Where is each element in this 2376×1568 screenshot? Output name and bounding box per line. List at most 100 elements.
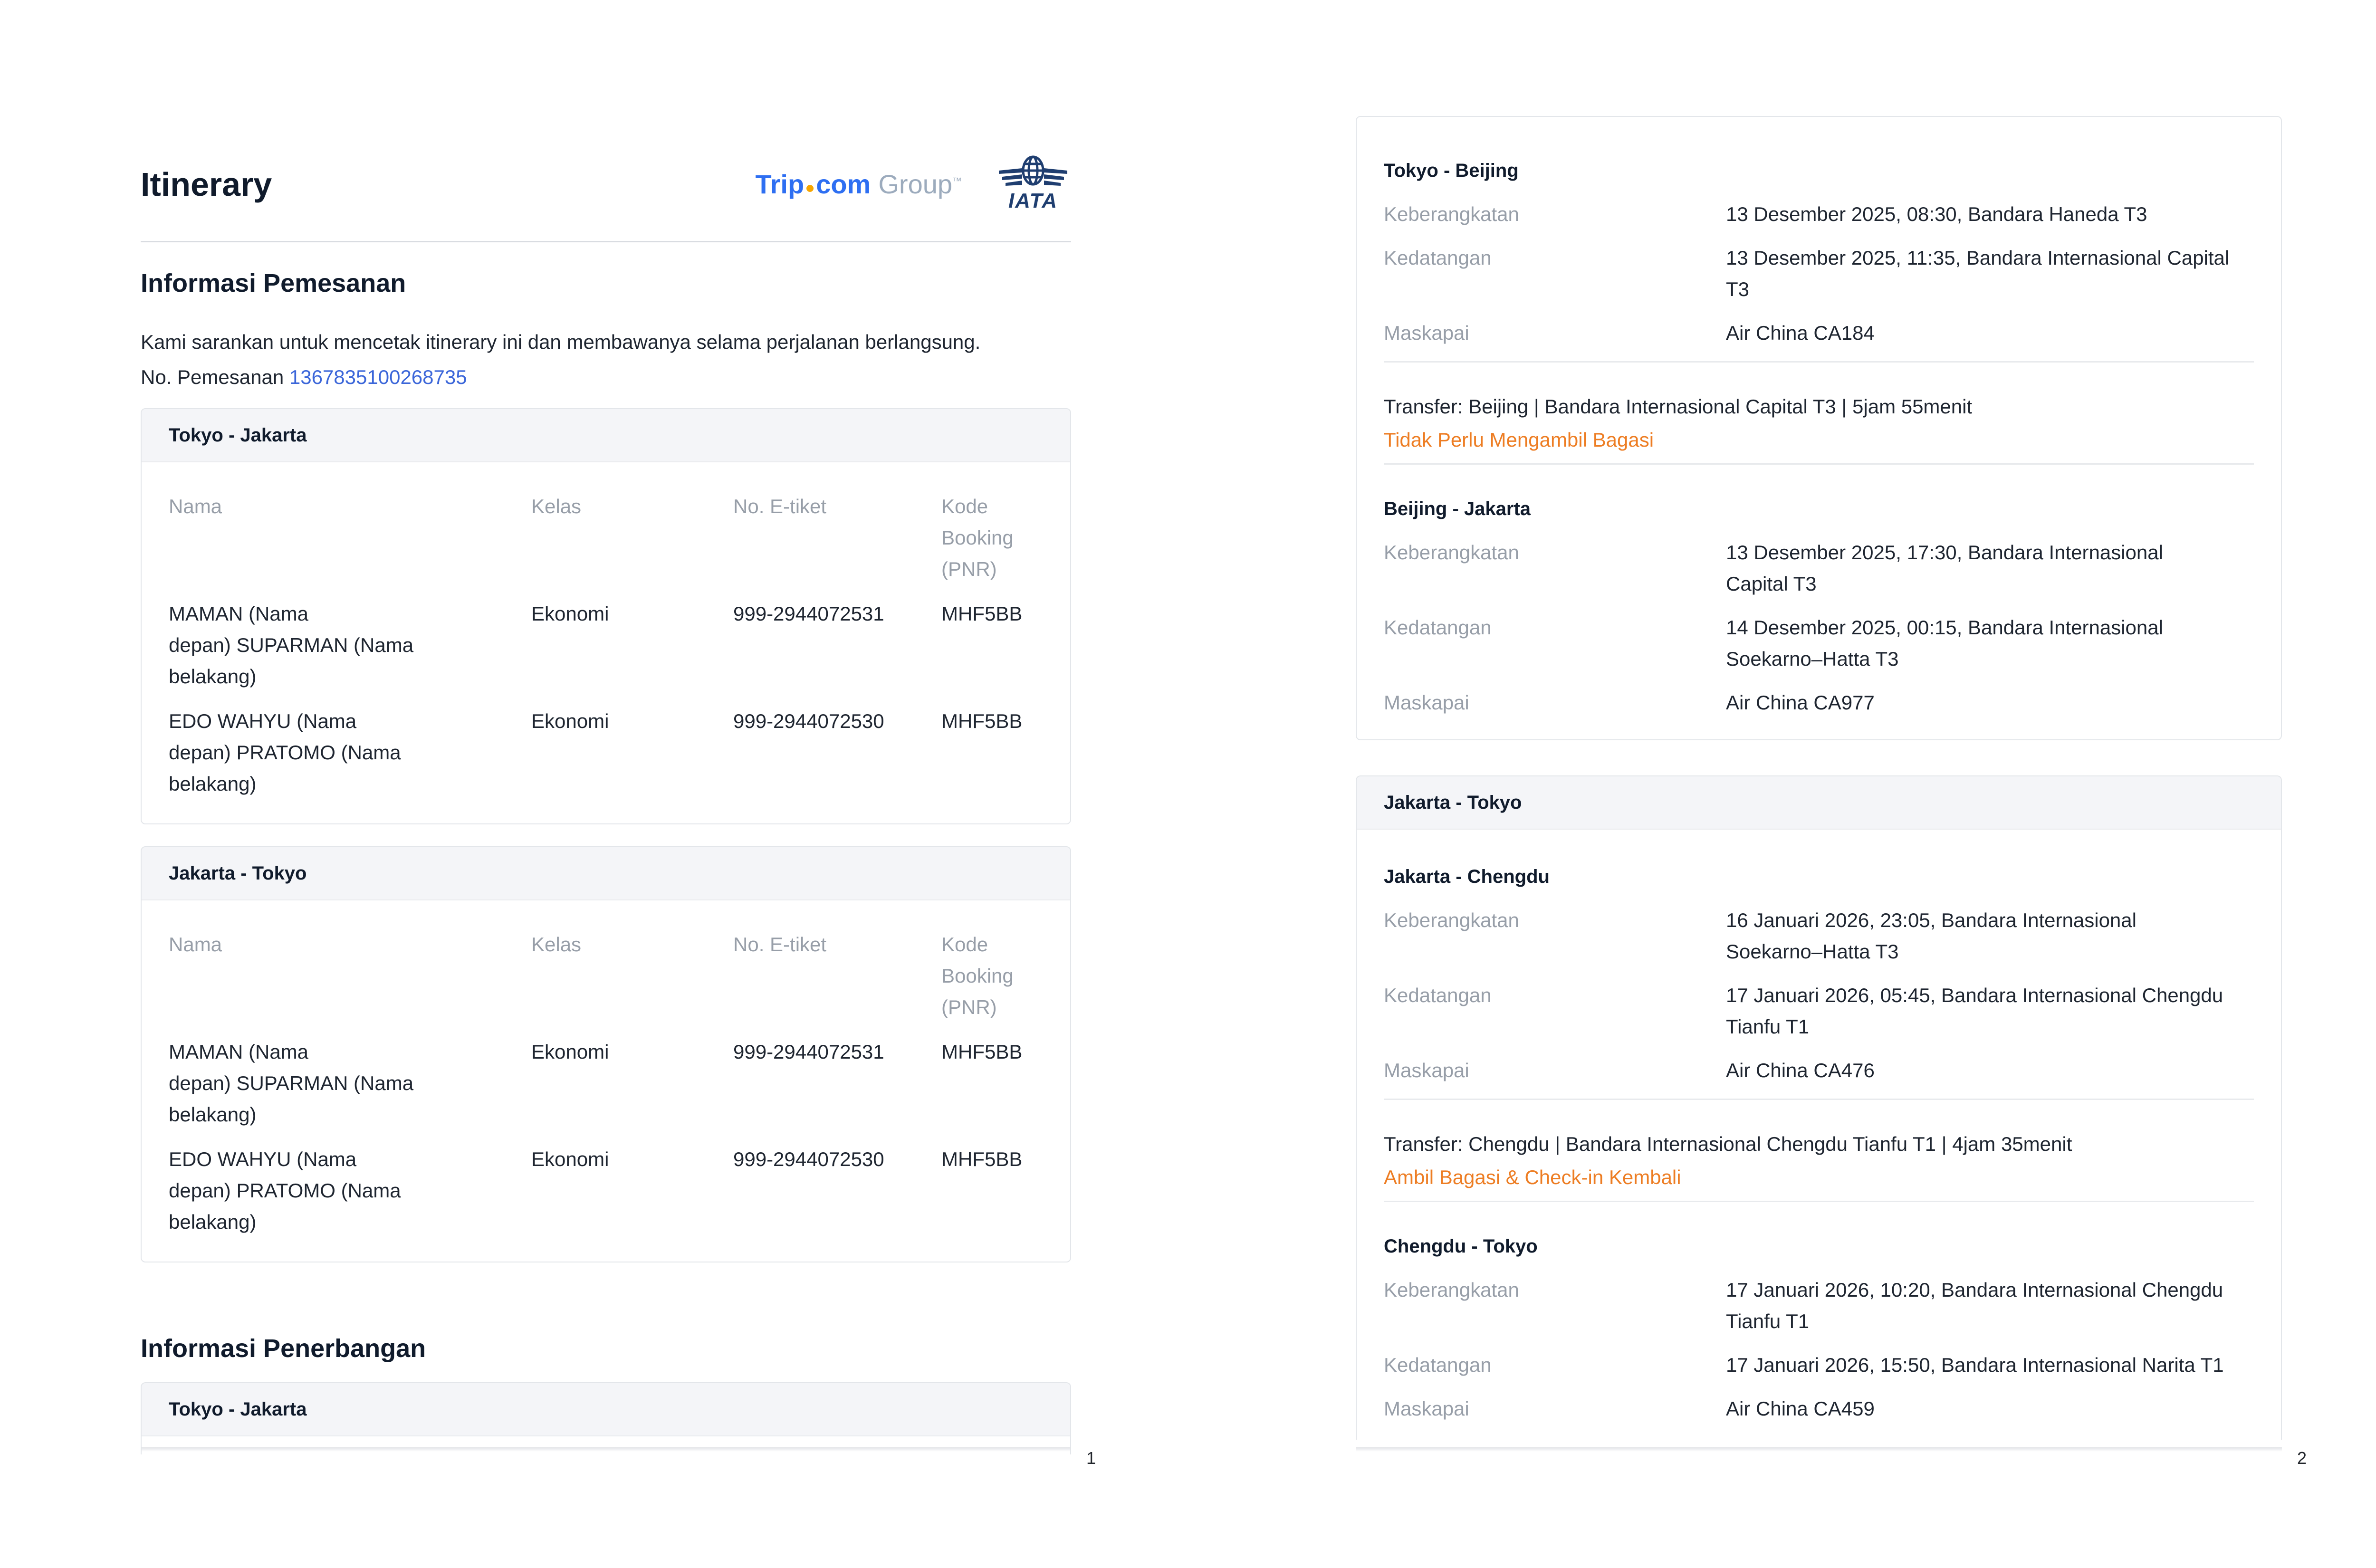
flight-detail-row: Keberangkatan 17 Januari 2026, 10:20, Ba… [1384, 1274, 2254, 1337]
flight-detail-row: Maskapai Air China CA459 [1384, 1393, 2254, 1425]
passenger-name: MAMAN (Nama depan) SUPARMAN (Nama belaka… [169, 1041, 414, 1126]
airline-value: Air China CA184 [1726, 322, 1875, 344]
iata-globe-wings-icon: IATA [999, 155, 1067, 212]
page-break-shadow [1356, 1447, 2282, 1452]
booking-section-heading: Informasi Pemesanan [141, 269, 406, 297]
airline-label: Maskapai [1384, 691, 1469, 714]
page-2: Tokyo - Beijing Keberangkatan 13 Desembe… [1356, 0, 2307, 1568]
cabin-class: Ekonomi [531, 710, 609, 732]
column-header-kelas: Kelas [531, 495, 582, 517]
baggage-note: Ambil Bagasi & Check-in Kembali [1384, 1166, 1681, 1188]
flight-detail-row: Maskapai Air China CA977 [1384, 687, 2254, 718]
column-header-kelas: Kelas [531, 933, 582, 956]
airline-value: Air China CA476 [1726, 1059, 1875, 1081]
segment-route: Chengdu - Tokyo [1384, 1236, 1538, 1257]
arrival-label: Kedatangan [1384, 984, 1492, 1006]
booking-number-link[interactable]: 1367835100268735 [289, 366, 467, 388]
passenger-card-jakarta-tokyo: Jakarta - Tokyo Nama Kelas No. E-tiket K… [141, 846, 1071, 1262]
tripcom-logo-trip: Trip [755, 169, 805, 199]
departure-label: Keberangkatan [1384, 203, 1519, 225]
arrival-value: 13 Desember 2025, 11:35, Bandara Interna… [1726, 247, 2230, 300]
column-header-etiket: No. E-tiket [733, 933, 827, 956]
segment-divider [1384, 1099, 2254, 1100]
passenger-card-tokyo-jakarta: Tokyo - Jakarta Nama Kelas No. E-tiket K… [141, 408, 1071, 824]
column-header-pnr: Kode Booking (PNR) [941, 933, 1014, 1018]
table-row: MAMAN (Nama depan) SUPARMAN (Nama belaka… [169, 1036, 1043, 1130]
pnr-code: MHF5BB [941, 1148, 1023, 1170]
flight-card-body: Jakarta - Chengdu Keberangkatan 16 Janua… [1357, 830, 2281, 1425]
table-row: MAMAN (Nama depan) SUPARMAN (Nama belaka… [169, 598, 1043, 692]
page-number: 2 [2297, 1448, 2307, 1468]
column-header-nama: Nama [169, 495, 222, 517]
page-title: Itinerary [141, 165, 272, 203]
column-header-nama: Nama [169, 933, 222, 956]
cabin-class: Ekonomi [531, 1148, 609, 1170]
flight-card-continued: Tokyo - Beijing Keberangkatan 13 Desembe… [1356, 116, 2282, 740]
departure-value: 13 Desember 2025, 17:30, Bandara Interna… [1726, 541, 2163, 595]
departure-label: Keberangkatan [1384, 1279, 1519, 1301]
tripcom-dot-icon [806, 185, 814, 192]
departure-label: Keberangkatan [1384, 909, 1519, 931]
pnr-code: MHF5BB [941, 602, 1023, 625]
transfer-info: Transfer: Chengdu | Bandara Internasiona… [1384, 1133, 2072, 1155]
arrival-label: Kedatangan [1384, 616, 1492, 639]
segment-divider [1384, 1201, 2254, 1202]
tripcom-logo-com: com [816, 169, 871, 199]
departure-value: 16 Januari 2026, 23:05, Bandara Internas… [1726, 909, 2136, 963]
departure-label: Keberangkatan [1384, 541, 1519, 564]
transfer-info: Transfer: Beijing | Bandara Internasiona… [1384, 395, 1973, 418]
column-header-pnr: Kode Booking (PNR) [941, 495, 1014, 580]
segment-divider [1384, 361, 2254, 363]
flight-detail-row: Keberangkatan 13 Desember 2025, 08:30, B… [1384, 199, 2254, 230]
header-divider [141, 241, 1071, 242]
pnr-code: MHF5BB [941, 1041, 1023, 1063]
booking-note: Kami sarankan untuk mencetak itinerary i… [141, 331, 981, 353]
tripcom-logo-group: Group [878, 169, 952, 199]
flight-detail-row: Kedatangan 13 Desember 2025, 11:35, Band… [1384, 242, 2254, 305]
eticket-number: 999-2944072530 [733, 710, 884, 732]
document-header: Itinerary Trip com Group™ [141, 143, 1071, 226]
flight-detail-row: Keberangkatan 13 Desember 2025, 17:30, B… [1384, 537, 2254, 600]
flight-detail-row: Kedatangan 14 Desember 2025, 00:15, Band… [1384, 612, 2254, 675]
iata-logo-text: IATA [1008, 189, 1058, 212]
logo-group: Trip com Group™ [756, 154, 1071, 214]
segment-route: Jakarta - Chengdu [1384, 866, 1550, 887]
airline-value: Air China CA459 [1726, 1397, 1875, 1420]
passenger-table: Nama Kelas No. E-tiket Kode Booking (PNR… [142, 462, 1070, 823]
departure-value: 13 Desember 2025, 08:30, Bandara Haneda … [1726, 203, 2147, 225]
baggage-note: Tidak Perlu Mengambil Bagasi [1384, 429, 1654, 451]
flight-detail-row: Keberangkatan 16 Januari 2026, 23:05, Ba… [1384, 905, 2254, 967]
card-title: Jakarta - Tokyo [142, 847, 1070, 900]
table-row: EDO WAHYU (Nama depan) PRATOMO (Nama bel… [169, 706, 1043, 800]
airline-value: Air China CA977 [1726, 691, 1875, 714]
arrival-value: 17 Januari 2026, 15:50, Bandara Internas… [1726, 1354, 2224, 1376]
airline-label: Maskapai [1384, 1059, 1469, 1081]
booking-number-label: No. Pemesanan [141, 366, 284, 388]
flight-detail-row: Maskapai Air China CA476 [1384, 1055, 2254, 1086]
arrival-label: Kedatangan [1384, 247, 1492, 269]
segment-route: Beijing - Jakarta [1384, 498, 1531, 519]
cabin-class: Ekonomi [531, 1041, 609, 1063]
column-header-etiket: No. E-tiket [733, 495, 827, 517]
arrival-label: Kedatangan [1384, 1354, 1492, 1376]
iata-logo: IATA [995, 154, 1071, 214]
passenger-name: EDO WAHYU (Nama depan) PRATOMO (Nama bel… [169, 710, 401, 795]
eticket-number: 999-2944072531 [733, 602, 884, 625]
trademark-symbol: ™ [952, 176, 962, 187]
table-header-row: Nama Kelas No. E-tiket Kode Booking (PNR… [169, 929, 1043, 1023]
flight-detail-row: Kedatangan 17 Januari 2026, 15:50, Banda… [1384, 1349, 2254, 1381]
card-title: Tokyo - Jakarta [142, 1383, 1070, 1436]
eticket-number: 999-2944072531 [733, 1041, 884, 1063]
passenger-name: EDO WAHYU (Nama depan) PRATOMO (Nama bel… [169, 1148, 401, 1233]
airline-label: Maskapai [1384, 322, 1469, 344]
arrival-value: 17 Januari 2026, 05:45, Bandara Internas… [1726, 984, 2223, 1038]
passenger-name: MAMAN (Nama depan) SUPARMAN (Nama belaka… [169, 602, 414, 688]
card-title: Jakarta - Tokyo [1357, 776, 2281, 830]
page-1: Itinerary Trip com Group™ [141, 0, 1096, 1568]
table-header-row: Nama Kelas No. E-tiket Kode Booking (PNR… [169, 491, 1043, 585]
page-break-shadow [141, 1447, 1071, 1452]
flight-detail-row: Kedatangan 17 Januari 2026, 05:45, Banda… [1384, 980, 2254, 1042]
card-title: Tokyo - Jakarta [142, 409, 1070, 462]
eticket-number: 999-2944072530 [733, 1148, 884, 1170]
